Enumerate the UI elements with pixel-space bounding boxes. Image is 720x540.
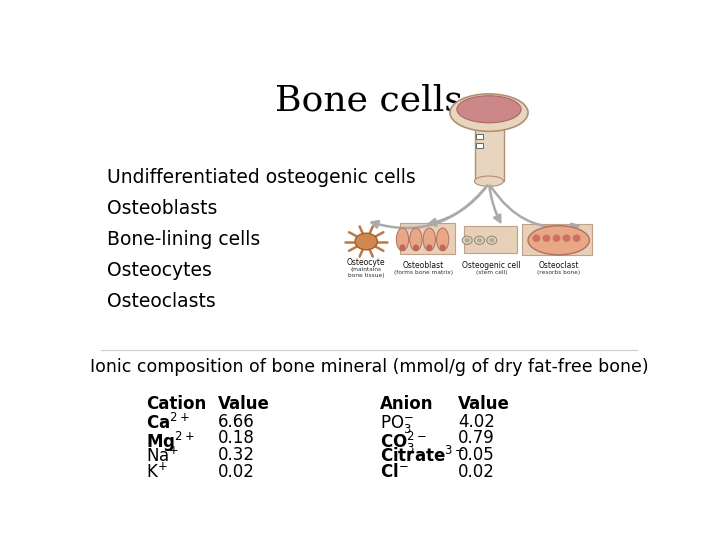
Text: Osteogenic cell: Osteogenic cell — [462, 261, 521, 270]
Text: Na$^{+}$: Na$^{+}$ — [145, 446, 179, 465]
Ellipse shape — [572, 234, 580, 242]
Text: Osteocytes: Osteocytes — [107, 261, 212, 280]
Text: Anion: Anion — [380, 395, 433, 413]
Text: Osteoblasts: Osteoblasts — [107, 199, 217, 218]
Text: PO$_3^{-}$: PO$_3^{-}$ — [380, 413, 414, 435]
Text: Citrate$^{3-}$: Citrate$^{3-}$ — [380, 446, 465, 466]
Text: Undifferentiated osteogenic cells: Undifferentiated osteogenic cells — [107, 167, 415, 186]
Text: Cation: Cation — [145, 395, 206, 413]
Bar — [475, 123, 504, 181]
Text: (stem cell): (stem cell) — [476, 270, 508, 275]
Ellipse shape — [490, 238, 494, 242]
Ellipse shape — [528, 226, 590, 255]
Text: 0.02: 0.02 — [218, 463, 255, 481]
Ellipse shape — [552, 234, 560, 242]
Ellipse shape — [464, 238, 469, 242]
Ellipse shape — [450, 94, 528, 131]
Ellipse shape — [436, 228, 449, 251]
Ellipse shape — [487, 236, 497, 245]
Text: 0.79: 0.79 — [459, 429, 495, 448]
Ellipse shape — [440, 245, 446, 251]
Text: 4.02: 4.02 — [459, 413, 495, 431]
Text: (forms bone matrix): (forms bone matrix) — [394, 270, 454, 275]
Text: 0.02: 0.02 — [459, 463, 495, 481]
Ellipse shape — [426, 245, 432, 251]
Text: Osteoblast: Osteoblast — [403, 261, 444, 270]
Text: 0.05: 0.05 — [459, 446, 495, 464]
Ellipse shape — [355, 233, 377, 250]
Ellipse shape — [533, 234, 540, 242]
Text: Mg$^{2+}$: Mg$^{2+}$ — [145, 429, 194, 454]
Ellipse shape — [462, 236, 472, 245]
Text: Value: Value — [218, 395, 270, 413]
Bar — [476, 144, 483, 148]
Ellipse shape — [543, 234, 550, 242]
Bar — [476, 134, 483, 139]
Ellipse shape — [474, 236, 485, 245]
Bar — [523, 224, 593, 255]
Text: K$^{+}$: K$^{+}$ — [145, 463, 167, 482]
Text: Osteoclast: Osteoclast — [539, 261, 579, 270]
Ellipse shape — [410, 228, 422, 251]
Text: Value: Value — [459, 395, 510, 413]
Text: Ionic composition of bone mineral (mmol/g of dry fat-free bone): Ionic composition of bone mineral (mmol/… — [90, 358, 648, 376]
Ellipse shape — [474, 176, 503, 186]
Text: Bone cells: Bone cells — [275, 84, 463, 118]
Bar — [464, 226, 517, 253]
Text: (maintains
bone tissue): (maintains bone tissue) — [348, 267, 384, 278]
Ellipse shape — [396, 228, 409, 251]
Text: Osteocyte: Osteocyte — [347, 258, 385, 267]
Ellipse shape — [477, 238, 482, 242]
Ellipse shape — [562, 234, 570, 242]
Ellipse shape — [400, 245, 405, 251]
Text: 0.32: 0.32 — [218, 446, 256, 464]
Text: Bone-lining cells: Bone-lining cells — [107, 230, 260, 249]
Text: 0.18: 0.18 — [218, 429, 255, 448]
Text: CO$_3^{2-}$: CO$_3^{2-}$ — [380, 429, 427, 455]
Ellipse shape — [413, 245, 419, 251]
Text: 6.66: 6.66 — [218, 413, 255, 431]
Text: Cl$^{-}$: Cl$^{-}$ — [380, 463, 409, 481]
Bar — [400, 223, 456, 254]
Ellipse shape — [457, 96, 521, 123]
Ellipse shape — [423, 228, 436, 251]
Text: Ca$^{2+}$: Ca$^{2+}$ — [145, 413, 189, 433]
Text: (resorbs bone): (resorbs bone) — [537, 270, 580, 275]
Text: Osteoclasts: Osteoclasts — [107, 292, 215, 311]
